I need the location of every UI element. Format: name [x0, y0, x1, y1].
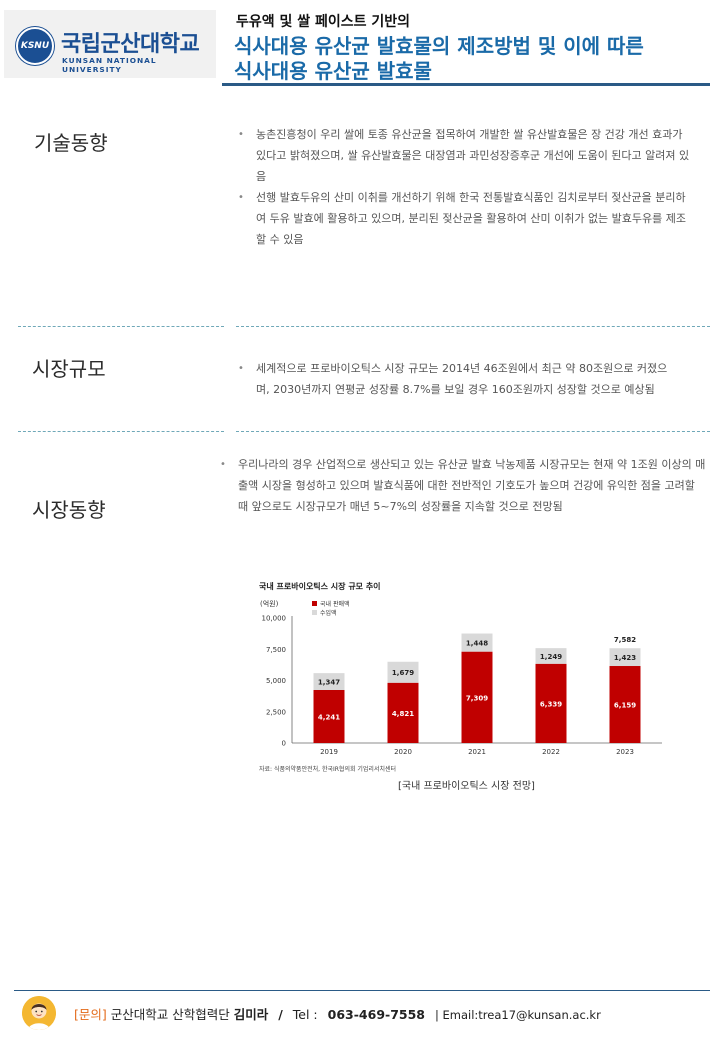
data-label-import: 1,249	[540, 653, 562, 661]
data-label-total: 7,582	[614, 636, 636, 644]
y-unit-label: (억원)	[260, 599, 279, 608]
person-icon	[22, 996, 56, 1030]
x-tick-label: 2020	[394, 748, 412, 756]
data-label-import: 1,347	[318, 679, 340, 687]
legend-swatch	[312, 601, 317, 606]
bar-domestic	[461, 651, 493, 743]
data-label-domestic: 4,821	[392, 710, 414, 718]
contact-person-avatar	[22, 996, 56, 1030]
page-subtitle: 두유액 및 쌀 페이스트 기반의	[236, 14, 411, 30]
y-tick-label: 5,000	[266, 677, 286, 685]
contact-info: [문의] 군산대학교 산학협력단 김미라 / Tel : 063-469-755…	[74, 1004, 601, 1023]
y-tick-label: 10,000	[262, 615, 287, 623]
legend-swatch	[312, 610, 317, 615]
university-seal-icon: KSNU	[16, 27, 54, 65]
bar-domestic	[313, 689, 345, 743]
contact-tag: [문의]	[74, 1007, 107, 1022]
data-label-domestic: 7,309	[466, 694, 488, 702]
section-divider	[18, 431, 224, 432]
contact-email: | Email:trea17@kunsan.ac.kr	[434, 1008, 601, 1022]
chart-title: 국내 프로바이오틱스 시장 규모 추이	[259, 582, 381, 591]
footer-divider	[14, 990, 710, 991]
section-label-market-trend: 시장동향	[32, 498, 106, 522]
data-label-import: 1,448	[466, 640, 488, 648]
market-trend-bullets: 우리나라의 경우 산업적으로 생산되고 있는 유산균 발효 낙농제품 시장규모는…	[220, 454, 706, 517]
section-label-market-size: 시장규모	[32, 357, 106, 381]
legend-label: 국내 판매액	[320, 600, 350, 608]
contact-separator: /	[278, 1007, 283, 1022]
tech-trend-bullets: 농촌진흥청이 우리 쌀에 토종 유산균을 접목하여 개발한 쌀 유산발효물은 장…	[238, 124, 693, 250]
bar-import	[461, 633, 493, 652]
data-label-domestic: 6,339	[540, 700, 562, 708]
university-logo: KSNU 국립군산대학교 KUNSAN NATIONAL UNIVERSITY	[4, 10, 216, 78]
bullet-item: 농촌진흥청이 우리 쌀에 토종 유산균을 접목하여 개발한 쌀 유산발효물은 장…	[238, 124, 693, 187]
x-tick-label: 2022	[542, 748, 560, 756]
section-label-tech-trend: 기술동향	[34, 131, 108, 155]
bar-domestic	[609, 666, 641, 743]
tel-number: 063-469-7558	[327, 1007, 425, 1022]
chart-caption: [국내 프로바이오틱스 시장 전망]	[398, 781, 535, 792]
bar-import	[387, 661, 419, 683]
header-divider	[222, 83, 710, 86]
bullet-item: 우리나라의 경우 산업적으로 생산되고 있는 유산균 발효 낙농제품 시장규모는…	[220, 454, 706, 517]
university-name: 국립군산대학교	[61, 32, 200, 57]
bar-import	[535, 648, 567, 664]
data-label-import: 1,679	[392, 669, 414, 677]
chart-source: 자료: 식품의약품안전처, 한국IR협의회 기업리서치센터	[259, 766, 397, 773]
section-divider	[236, 431, 710, 432]
x-tick-label: 2021	[468, 748, 486, 756]
bullet-item: 선행 발효두유의 산미 이취를 개선하기 위해 한국 전통발효식품인 김치로부터…	[238, 187, 693, 250]
page-title-line2: 식사대용 유산균 발효물	[234, 59, 432, 83]
contact-org: 군산대학교 산학협력단	[110, 1007, 230, 1022]
x-tick-label: 2023	[616, 748, 634, 756]
bar-domestic	[535, 663, 567, 743]
data-label-domestic: 6,159	[614, 702, 636, 710]
x-tick-label: 2019	[320, 748, 338, 756]
page-title-line1: 식사대용 유산균 발효물의 제조방법 및 이에 따른	[234, 34, 644, 58]
tel-label: Tel :	[292, 1007, 318, 1022]
data-label-domestic: 4,241	[318, 713, 340, 721]
bar-import	[313, 673, 345, 690]
bullet-item: 세계적으로 프로바이오틱스 시장 규모는 2014년 46조원에서 최근 약 8…	[238, 358, 678, 400]
data-label-import: 1,423	[614, 654, 636, 662]
section-divider	[236, 326, 710, 327]
market-size-bullets: 세계적으로 프로바이오틱스 시장 규모는 2014년 46조원에서 최근 약 8…	[238, 358, 678, 400]
bar-domestic	[387, 682, 419, 743]
section-divider	[18, 326, 224, 327]
bar-import	[609, 648, 641, 667]
contact-person: 김미라	[233, 1007, 269, 1022]
university-english-name: KUNSAN NATIONAL UNIVERSITY	[62, 56, 157, 74]
y-tick-label: 2,500	[266, 708, 286, 716]
legend-label: 수입액	[320, 609, 337, 617]
y-tick-label: 7,500	[266, 646, 286, 654]
y-tick-label: 0	[282, 740, 286, 748]
